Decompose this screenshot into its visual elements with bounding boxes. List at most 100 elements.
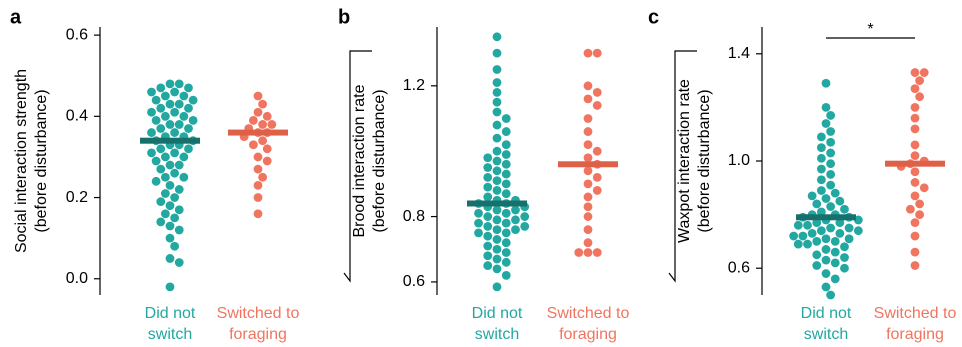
point — [492, 156, 502, 166]
point — [511, 225, 520, 235]
point — [474, 228, 483, 238]
point — [905, 204, 915, 214]
point — [592, 48, 602, 58]
point — [492, 97, 502, 107]
point — [483, 231, 493, 241]
point — [910, 231, 920, 241]
point — [165, 282, 175, 292]
point — [840, 204, 849, 214]
point — [492, 32, 502, 42]
point — [170, 87, 180, 97]
point — [511, 215, 520, 225]
point — [258, 136, 268, 146]
point — [151, 156, 161, 166]
category-label: Switched to foraging — [216, 305, 300, 343]
point — [151, 95, 161, 105]
point — [520, 212, 530, 221]
point — [583, 48, 593, 58]
point — [151, 115, 161, 125]
point — [501, 270, 511, 280]
point — [483, 172, 493, 182]
point — [174, 99, 184, 109]
point — [492, 87, 502, 97]
point — [812, 250, 822, 260]
point — [583, 127, 593, 136]
point — [174, 258, 184, 267]
y-label: Waxpot interaction rate (before disturban… — [676, 79, 713, 243]
point — [147, 87, 156, 97]
point — [853, 226, 863, 236]
point — [253, 107, 263, 117]
point — [174, 79, 184, 89]
point — [492, 166, 502, 176]
point — [803, 220, 812, 230]
point — [807, 228, 817, 238]
point — [853, 215, 863, 225]
point — [910, 140, 920, 150]
y-tick-label: 0.8 — [403, 208, 425, 225]
median-bar — [140, 137, 200, 144]
point — [826, 202, 836, 211]
point — [253, 209, 263, 219]
point — [492, 215, 502, 225]
point — [156, 83, 166, 93]
median-bar — [885, 160, 945, 167]
point — [583, 179, 593, 189]
point — [160, 152, 170, 162]
point — [170, 128, 180, 137]
point — [492, 176, 502, 186]
point — [174, 205, 184, 215]
point — [501, 159, 511, 169]
point — [835, 218, 845, 228]
point — [165, 233, 175, 243]
point — [156, 197, 166, 207]
point — [492, 264, 502, 274]
point — [592, 248, 602, 257]
y-label-line: Waxpot interaction rate — [676, 79, 693, 243]
y-tick-label: 0.6 — [66, 26, 88, 43]
point — [826, 159, 836, 169]
point — [910, 167, 920, 177]
point — [816, 186, 826, 195]
point — [919, 183, 929, 193]
point — [501, 140, 511, 150]
point — [592, 186, 602, 195]
point — [501, 238, 511, 248]
point — [165, 180, 175, 190]
point — [821, 234, 831, 244]
point — [807, 191, 817, 201]
point — [919, 68, 929, 77]
point — [156, 124, 166, 133]
point — [248, 140, 258, 150]
point — [253, 164, 263, 174]
point — [147, 148, 156, 158]
point — [267, 120, 277, 129]
point — [840, 253, 849, 262]
point — [793, 239, 803, 249]
point — [179, 111, 189, 121]
point — [170, 148, 180, 158]
point — [501, 218, 511, 228]
significance-label: * — [867, 21, 873, 38]
point — [501, 228, 511, 238]
point — [583, 212, 593, 221]
point — [165, 79, 175, 89]
point — [803, 239, 812, 249]
y-label-line: (before disturbance) — [696, 89, 713, 232]
point — [253, 91, 263, 101]
point — [583, 248, 593, 257]
point — [492, 65, 502, 74]
median-bar — [796, 214, 856, 221]
point — [910, 218, 920, 228]
point — [915, 92, 925, 102]
point — [910, 68, 920, 77]
point — [816, 175, 826, 185]
point — [812, 218, 822, 228]
point — [821, 282, 831, 292]
category-label: Switched to foraging — [873, 305, 957, 343]
point — [170, 213, 180, 223]
point — [179, 152, 189, 162]
point — [483, 261, 493, 270]
